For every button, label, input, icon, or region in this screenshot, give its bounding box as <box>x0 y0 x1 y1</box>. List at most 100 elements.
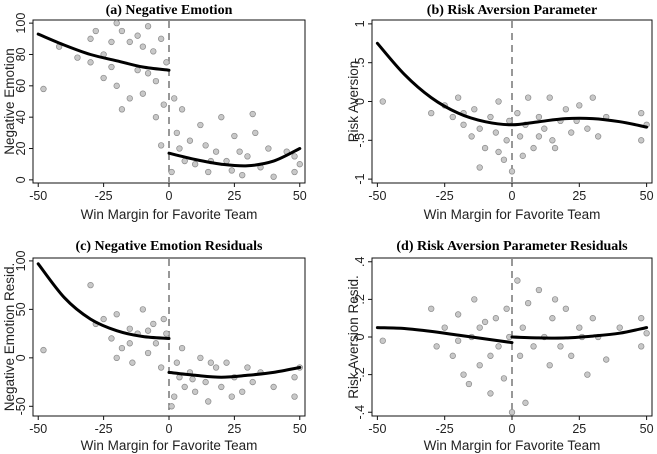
data-point <box>476 324 483 331</box>
x-tick-label: -25 <box>95 189 113 203</box>
data-point <box>207 359 214 366</box>
x-tick-label: -50 <box>29 189 47 203</box>
data-point <box>144 349 152 357</box>
data-point <box>108 335 115 342</box>
data-point <box>589 94 596 101</box>
x-tick-label: 25 <box>572 189 586 203</box>
data-point <box>441 324 448 331</box>
data-point <box>252 129 259 136</box>
data-point <box>40 85 47 93</box>
data-point <box>126 325 133 332</box>
x-tick-label: 50 <box>640 189 654 203</box>
data-point <box>492 129 499 136</box>
y-tick-label: 50 <box>14 302 28 316</box>
x-axis-label: Win Margin for Favorite Team <box>424 438 601 453</box>
y-tick-label: 60 <box>14 79 28 93</box>
x-tick-label: 25 <box>227 422 241 436</box>
y-axis-label: Negative Emotion Resid. <box>2 263 17 412</box>
data-point <box>525 94 532 101</box>
data-point <box>239 172 246 179</box>
x-tick-label: -50 <box>368 189 386 203</box>
data-point <box>173 359 180 366</box>
data-point <box>92 27 99 35</box>
data-point <box>139 306 146 313</box>
panel-b: (b) Risk Aversion Parameter Win Margin fo… <box>346 3 654 222</box>
data-point <box>525 299 532 307</box>
data-point <box>212 364 220 371</box>
data-point <box>576 324 583 331</box>
data-point <box>530 144 537 152</box>
data-point <box>379 98 386 105</box>
data-point <box>236 148 243 155</box>
data-point <box>74 54 81 61</box>
data-point <box>113 311 120 318</box>
data-point <box>492 315 499 322</box>
x-tick-label: 0 <box>509 189 516 203</box>
data-point <box>205 398 212 405</box>
data-point <box>139 43 146 50</box>
data-point <box>603 356 610 363</box>
x-tick-label: 50 <box>640 422 654 436</box>
x-tick-label: -50 <box>368 422 386 436</box>
data-point <box>487 352 494 359</box>
data-point <box>296 161 303 168</box>
data-point <box>150 320 157 328</box>
data-point <box>139 90 146 97</box>
data-point <box>562 106 569 113</box>
data-point <box>249 378 256 386</box>
data-point <box>576 102 583 109</box>
fitted-curve <box>510 326 649 340</box>
data-point <box>551 296 559 303</box>
data-point <box>150 48 157 55</box>
data-point <box>129 359 136 366</box>
data-point <box>495 148 502 156</box>
data-point <box>270 383 277 391</box>
data-point <box>449 113 456 121</box>
data-point <box>449 352 456 359</box>
data-point <box>568 352 575 359</box>
data-point <box>134 67 141 74</box>
data-point <box>265 145 272 152</box>
data-point <box>468 133 475 140</box>
data-point <box>549 137 556 144</box>
y-tick-label: 0 <box>353 98 367 105</box>
data-point <box>643 330 650 337</box>
data-point <box>455 311 462 318</box>
panel-title: (d) Risk Aversion Parameter Residuals <box>396 239 628 254</box>
panel-title: (c) Negative Emotion Residuals <box>75 239 263 254</box>
data-point <box>228 167 235 174</box>
fitted-curve <box>167 366 302 379</box>
data-point <box>516 352 524 359</box>
data-point <box>192 161 199 168</box>
data-point <box>428 305 435 312</box>
fitted-curve <box>36 32 171 72</box>
data-point <box>231 132 238 140</box>
x-tick-label: -25 <box>95 422 113 436</box>
data-point <box>568 129 575 136</box>
x-tick-label: -25 <box>436 189 454 203</box>
data-point <box>87 35 94 42</box>
x-axis-label: Win Margin for Favorite Team <box>424 207 601 222</box>
data-point <box>514 109 521 117</box>
data-point <box>516 133 524 140</box>
y-tick-label: 100 <box>14 250 28 271</box>
data-point <box>144 23 152 30</box>
data-point <box>158 142 165 149</box>
data-point <box>189 376 196 383</box>
data-point <box>113 354 120 361</box>
data-point <box>171 95 178 102</box>
data-point <box>291 153 298 160</box>
y-tick-label: 0 <box>353 333 367 340</box>
y-tick-label: .5 <box>353 57 367 67</box>
y-tick-label: .2 <box>353 294 367 304</box>
data-point <box>471 106 478 113</box>
y-tick-label: 40 <box>14 110 28 124</box>
data-point <box>163 59 170 66</box>
data-point <box>126 38 133 46</box>
data-point <box>100 315 107 323</box>
data-point <box>519 152 526 159</box>
data-point <box>176 145 183 152</box>
panel-c: (c) Negative Emotion Residuals Win Margin… <box>2 239 307 453</box>
data-point <box>223 157 230 165</box>
data-point <box>118 344 126 352</box>
